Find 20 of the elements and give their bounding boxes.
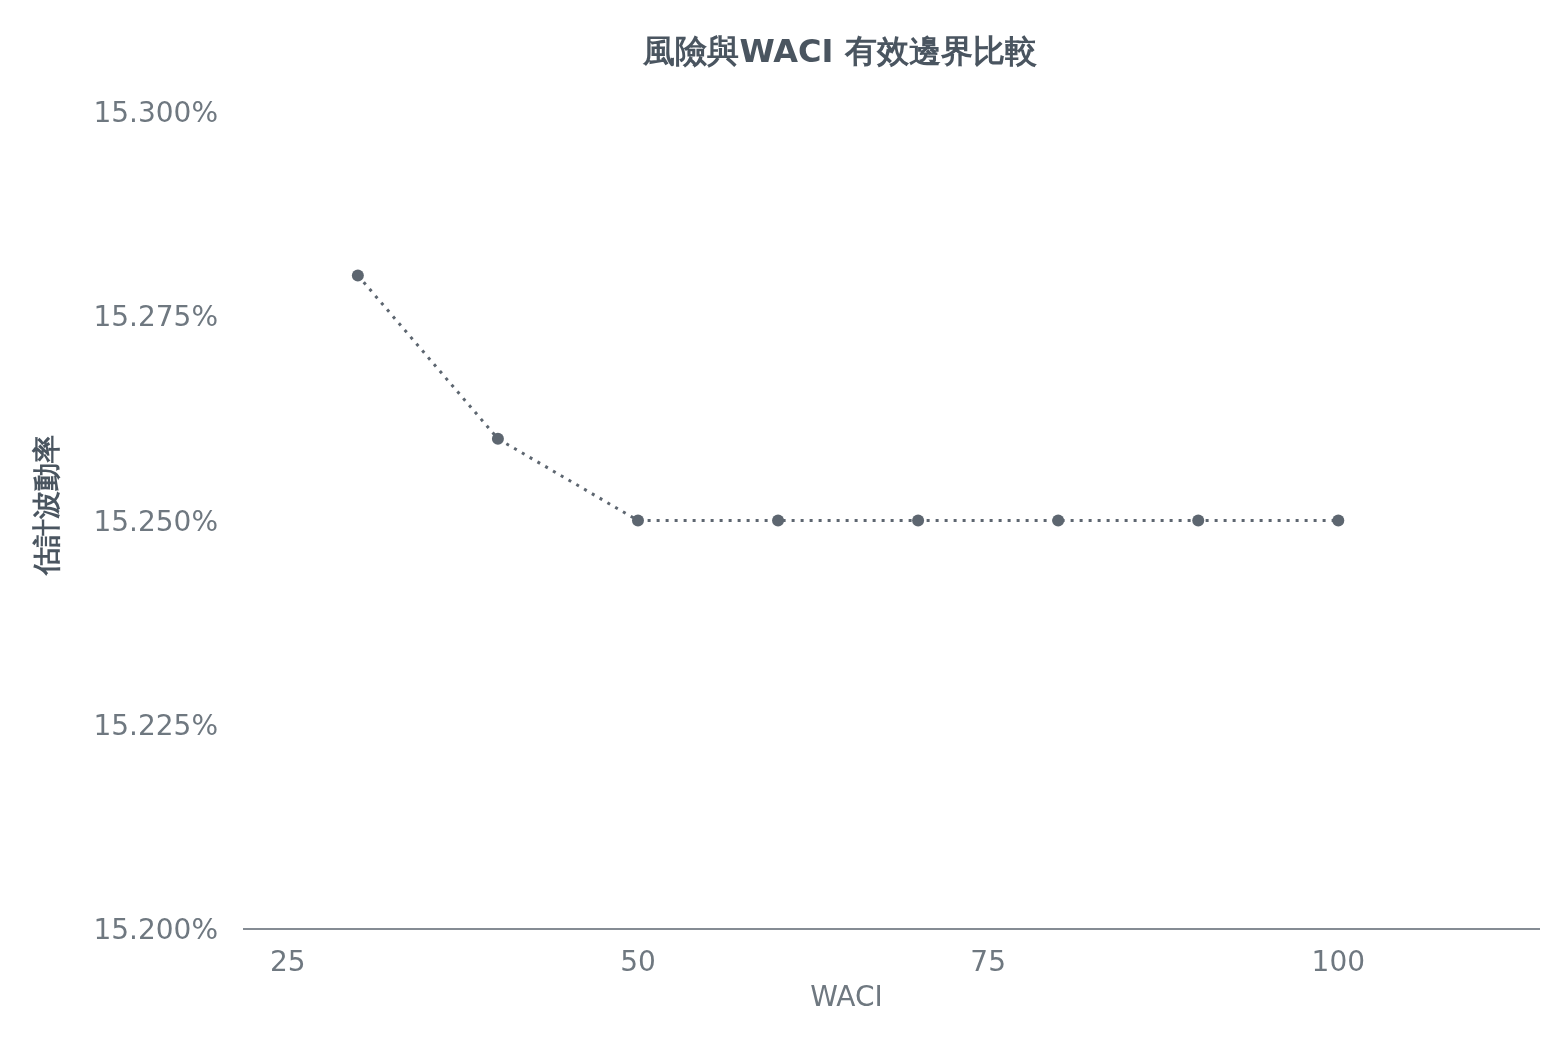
point — [351, 269, 364, 282]
chart-title: 風險與WACI 有效邊界比較 — [642, 32, 1037, 70]
point — [491, 432, 504, 445]
y-tick-label: 15.225% — [93, 708, 218, 742]
y-tick-label: 15.275% — [93, 300, 218, 334]
x-tick-label: 75 — [970, 945, 1006, 978]
point — [1052, 514, 1065, 527]
x-tick-label: 100 — [1311, 945, 1366, 978]
x-tick-label: 25 — [270, 945, 306, 978]
point — [772, 514, 785, 527]
point — [912, 514, 925, 527]
y-axis-title: 估計波動率 — [30, 435, 63, 577]
point — [1332, 514, 1345, 527]
point — [631, 514, 644, 527]
y-tick-label: 15.250% — [93, 504, 218, 538]
y-tick-label: 15.200% — [93, 913, 218, 946]
y-tick-label: 15.300% — [93, 96, 218, 129]
point — [1192, 514, 1205, 527]
x-axis-title: WACI — [810, 980, 883, 1013]
x-tick-label: 50 — [620, 945, 656, 978]
